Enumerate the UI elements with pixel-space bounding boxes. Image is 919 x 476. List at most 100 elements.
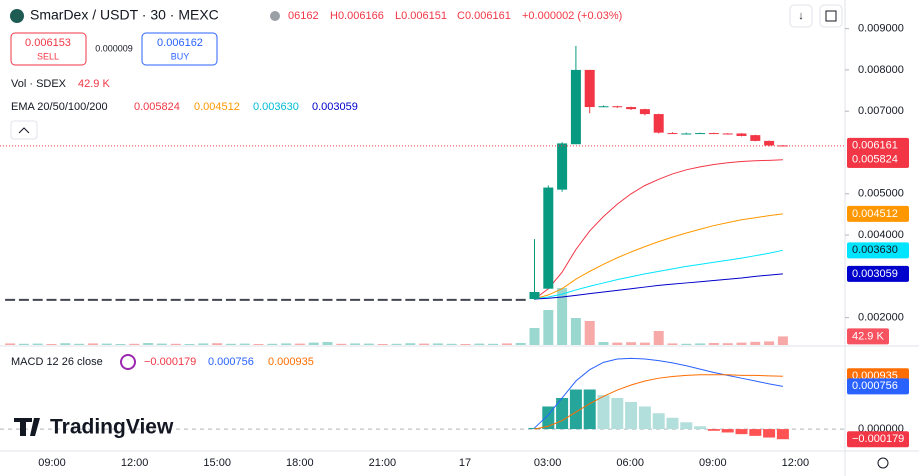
volume-bar [557, 288, 568, 345]
x-tick-label: 17 [459, 457, 471, 469]
volume-bar [322, 342, 333, 345]
histogram-bar [597, 395, 610, 430]
sell-price: 0.006153 [25, 37, 71, 49]
symbol[interactable]: SmarDex / USDT · 30 · MEXC [30, 7, 219, 23]
volume-bar [501, 343, 512, 345]
price-label [847, 242, 909, 259]
volume-bar [584, 321, 595, 345]
collapse-button[interactable] [10, 120, 38, 140]
volume-bar [143, 343, 154, 345]
volume-bar [474, 343, 485, 345]
flat-candle [515, 298, 526, 301]
ohlc-low: L0.006151 [395, 10, 447, 22]
volume-bar [708, 343, 719, 345]
volume-bar [612, 342, 623, 345]
flat-candle [474, 298, 485, 301]
volume-bar [170, 343, 181, 345]
flat-candle [18, 298, 29, 301]
volume-bar [5, 343, 16, 345]
flat-candle [32, 298, 43, 301]
candle-body [736, 133, 747, 136]
flat-candle [115, 298, 126, 301]
fullscreen-button[interactable] [819, 4, 843, 28]
scroll-button[interactable] [789, 4, 813, 28]
scroll-icon: ↓ [798, 10, 804, 22]
macd-value: 0.000935 [268, 356, 314, 368]
candle-body [557, 143, 568, 190]
candle-body [777, 145, 788, 147]
volume-bar [570, 318, 581, 345]
volume-bar [87, 343, 98, 345]
volume-bar [695, 343, 706, 345]
histogram-bar [528, 427, 541, 430]
sell-button[interactable] [10, 32, 87, 66]
ohlc-close: C0.006161 [457, 10, 511, 22]
ohlc-high: H0.006166 [330, 10, 384, 22]
flat-candle [129, 298, 140, 301]
flat-candle [308, 298, 319, 301]
candle-body [750, 135, 761, 141]
candle-body [612, 106, 623, 108]
macd-label: MACD 12 26 close [11, 356, 103, 368]
price-label-text: 0.003630 [852, 244, 898, 256]
histogram-bar [776, 429, 789, 440]
flat-candle [184, 298, 195, 301]
candle-body [584, 69, 595, 108]
flat-candle [60, 298, 71, 301]
spread: 0.000009 [95, 43, 133, 53]
flat-candle [5, 298, 16, 301]
volume-bar [722, 343, 733, 345]
volume-bar [405, 343, 416, 345]
ema-value: 0.004512 [194, 101, 240, 113]
histogram-bar [763, 429, 776, 438]
volume-bar [764, 341, 775, 345]
flat-candle [294, 298, 305, 301]
x-tick-label: 21:00 [369, 457, 397, 469]
candle-body [708, 133, 719, 135]
flat-candle [46, 298, 57, 301]
volume-bar [184, 344, 195, 345]
histogram-bar [735, 429, 748, 435]
price-label [847, 151, 909, 168]
x-tick-label: 09:00 [699, 457, 727, 469]
flat-candle [391, 298, 402, 301]
flat-candle [405, 298, 416, 301]
histogram-bar [721, 429, 734, 433]
macd-settings[interactable] [120, 354, 136, 370]
volume-bar [653, 331, 664, 345]
volume-bar [750, 341, 761, 345]
buy-label: BUY [171, 51, 190, 61]
volume-bar [529, 328, 540, 345]
candle-body [667, 133, 678, 135]
buy-button[interactable] [141, 32, 218, 66]
price-label-text: 0.006161 [852, 140, 898, 152]
volume-bar [667, 343, 678, 345]
ema-line [534, 273, 783, 300]
volume-bar [18, 343, 29, 345]
flat-candle [501, 298, 512, 301]
candle-body [681, 133, 692, 135]
flat-candle [253, 298, 264, 301]
price-label [847, 378, 909, 395]
candle-body [639, 109, 650, 115]
y-tick-label: 0.008000 [858, 64, 904, 76]
marks [0, 28, 849, 440]
histogram-bar [749, 429, 762, 436]
sell-label: SELL [37, 51, 59, 61]
volume-bar [488, 343, 499, 345]
volume-bar [46, 344, 57, 345]
volume-bar [377, 344, 388, 345]
volume-bar [598, 342, 609, 345]
flat-candle [212, 298, 223, 301]
vol-value: 42.9 K [78, 78, 110, 90]
settings-icon[interactable] [877, 457, 889, 469]
volume-bar [736, 342, 747, 345]
price-label-text: 0.003059 [852, 268, 898, 280]
volume-bar [60, 343, 71, 345]
volume-bar [432, 343, 443, 345]
vol-label: Vol · SDEX [11, 78, 67, 90]
volume-bar [639, 342, 650, 345]
